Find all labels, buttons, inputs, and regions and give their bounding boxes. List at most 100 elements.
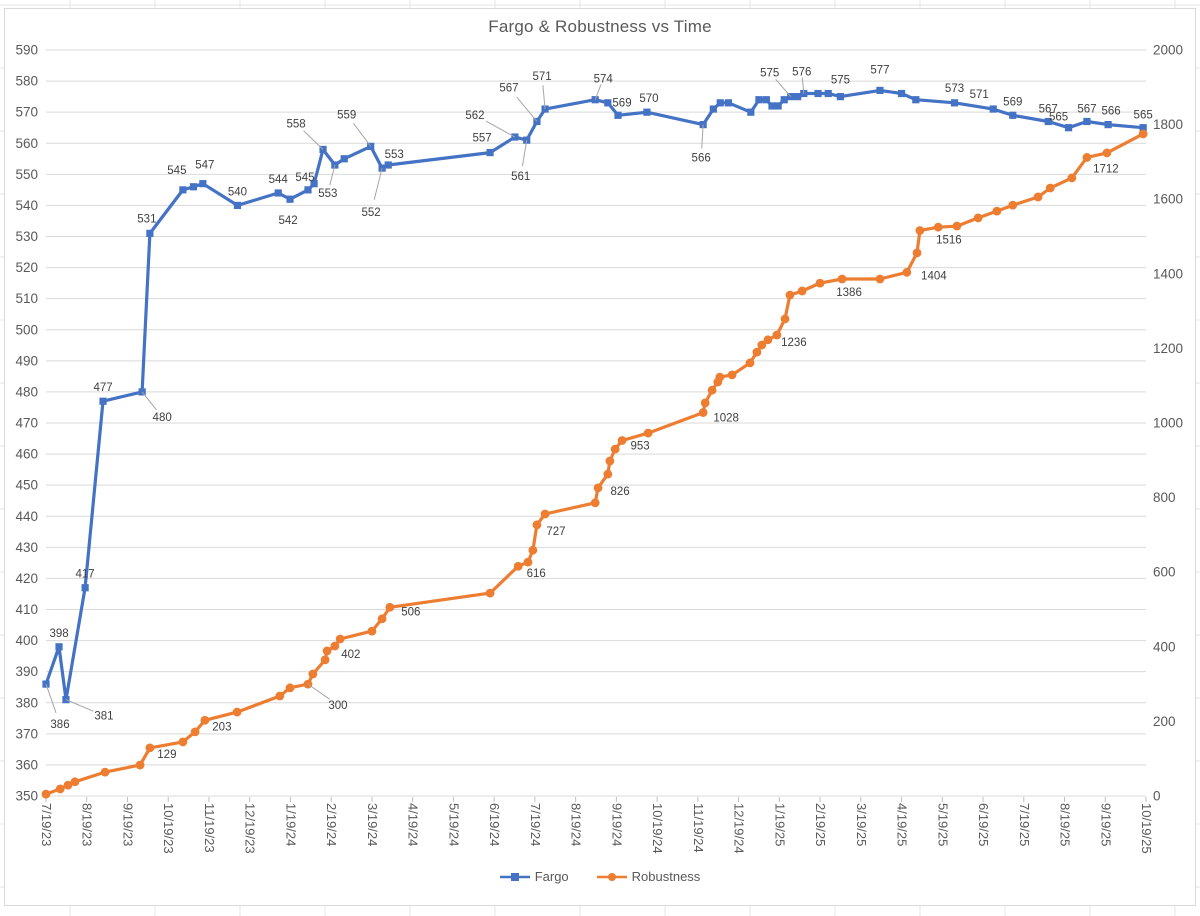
svg-text:1400: 1400 bbox=[1153, 266, 1183, 281]
svg-text:557: 557 bbox=[472, 133, 491, 145]
svg-text:10/19/25: 10/19/25 bbox=[1139, 803, 1154, 854]
svg-text:4/19/25: 4/19/25 bbox=[895, 803, 910, 846]
markers-fargo bbox=[42, 86, 1147, 704]
svg-text:547: 547 bbox=[195, 160, 214, 172]
svg-text:1712: 1712 bbox=[1093, 163, 1119, 175]
svg-text:129: 129 bbox=[157, 749, 176, 761]
svg-text:553: 553 bbox=[385, 149, 404, 161]
svg-text:417: 417 bbox=[76, 569, 95, 581]
svg-text:0: 0 bbox=[1153, 789, 1161, 804]
svg-text:500: 500 bbox=[15, 322, 38, 337]
svg-text:1516: 1516 bbox=[936, 235, 962, 247]
series-fargo[interactable] bbox=[42, 86, 1147, 704]
svg-text:1000: 1000 bbox=[1153, 416, 1183, 431]
svg-text:480: 480 bbox=[15, 384, 38, 399]
svg-text:600: 600 bbox=[1153, 565, 1176, 580]
svg-text:569: 569 bbox=[1003, 96, 1022, 108]
svg-text:575: 575 bbox=[760, 68, 779, 80]
svg-text:727: 727 bbox=[546, 526, 565, 538]
svg-text:440: 440 bbox=[15, 509, 38, 524]
svg-text:550: 550 bbox=[15, 167, 38, 182]
legend-label: Fargo bbox=[534, 869, 569, 884]
svg-text:12/19/23: 12/19/23 bbox=[243, 803, 258, 854]
chart-area[interactable] bbox=[4, 8, 1196, 906]
svg-text:542: 542 bbox=[278, 215, 297, 227]
svg-text:11/19/23: 11/19/23 bbox=[202, 803, 217, 853]
svg-text:7/19/23: 7/19/23 bbox=[39, 803, 54, 846]
svg-text:800: 800 bbox=[1153, 490, 1176, 505]
svg-text:531: 531 bbox=[137, 213, 156, 225]
svg-text:540: 540 bbox=[228, 186, 247, 198]
svg-text:1800: 1800 bbox=[1153, 117, 1183, 132]
svg-text:300: 300 bbox=[328, 700, 347, 712]
svg-text:540: 540 bbox=[15, 198, 38, 213]
svg-text:558: 558 bbox=[286, 118, 305, 130]
svg-text:545: 545 bbox=[295, 172, 314, 184]
data-labels-robustness: 129 203 300 402 506 616 727 826 953 1028 1236 1386 1… bbox=[157, 163, 1118, 760]
svg-text:9/19/23: 9/19/23 bbox=[120, 803, 135, 846]
svg-text:12/19/24: 12/19/24 bbox=[732, 803, 747, 854]
legend-item-robustness[interactable]: Robustness bbox=[596, 869, 700, 884]
svg-text:1200: 1200 bbox=[1153, 341, 1183, 356]
svg-text:569: 569 bbox=[612, 97, 631, 109]
svg-text:360: 360 bbox=[15, 757, 38, 772]
data-labels-fargo: 386 398 381 417 477 480 531 545 547 540 544 542 545 5… bbox=[45, 64, 1153, 731]
svg-text:565: 565 bbox=[1049, 112, 1068, 124]
svg-text:567: 567 bbox=[499, 82, 518, 94]
svg-text:10/19/24: 10/19/24 bbox=[650, 803, 665, 854]
svg-text:410: 410 bbox=[15, 602, 38, 617]
svg-text:402: 402 bbox=[341, 649, 360, 661]
svg-text:7/19/25: 7/19/25 bbox=[1017, 803, 1032, 846]
y-axis-left: 350 360 370 380 390 400 410 420 430 440 450 460 470 4… bbox=[15, 43, 38, 804]
svg-text:398: 398 bbox=[49, 628, 68, 640]
svg-text:1/19/25: 1/19/25 bbox=[772, 803, 787, 846]
x-axis: 7/19/23 8/19/23 9/19/23 10/19/23 11/19/23 12/… bbox=[39, 797, 1154, 854]
svg-text:953: 953 bbox=[630, 441, 649, 453]
svg-text:826: 826 bbox=[610, 486, 629, 498]
svg-text:570: 570 bbox=[15, 105, 38, 120]
svg-text:380: 380 bbox=[15, 695, 38, 710]
svg-text:1028: 1028 bbox=[713, 413, 739, 425]
chart-title[interactable]: Fargo & Robustness vs Time bbox=[488, 17, 712, 36]
svg-text:1386: 1386 bbox=[836, 287, 862, 299]
svg-text:390: 390 bbox=[15, 664, 38, 679]
svg-text:570: 570 bbox=[639, 93, 658, 105]
markers-robustness bbox=[41, 129, 1148, 799]
svg-text:545: 545 bbox=[167, 165, 186, 177]
svg-text:490: 490 bbox=[15, 353, 38, 368]
svg-text:200: 200 bbox=[1153, 714, 1176, 729]
svg-text:577: 577 bbox=[870, 64, 889, 76]
svg-text:480: 480 bbox=[153, 412, 172, 424]
svg-text:8/19/25: 8/19/25 bbox=[1058, 803, 1073, 846]
svg-text:7/19/24: 7/19/24 bbox=[528, 803, 543, 846]
svg-text:5/19/25: 5/19/25 bbox=[935, 803, 950, 846]
svg-text:2/19/25: 2/19/25 bbox=[813, 803, 828, 846]
svg-text:520: 520 bbox=[15, 260, 38, 275]
svg-text:8/19/24: 8/19/24 bbox=[569, 803, 584, 846]
svg-text:460: 460 bbox=[15, 447, 38, 462]
svg-text:381: 381 bbox=[94, 711, 113, 723]
series-robustness[interactable] bbox=[41, 129, 1148, 799]
svg-text:5/19/24: 5/19/24 bbox=[446, 803, 461, 846]
svg-text:565: 565 bbox=[1134, 110, 1153, 122]
svg-text:530: 530 bbox=[15, 229, 38, 244]
svg-text:430: 430 bbox=[15, 540, 38, 555]
svg-text:6/19/25: 6/19/25 bbox=[976, 803, 991, 846]
svg-text:1600: 1600 bbox=[1153, 192, 1183, 207]
legend-item-fargo[interactable]: Fargo bbox=[499, 869, 569, 884]
svg-text:370: 370 bbox=[15, 726, 38, 741]
svg-text:420: 420 bbox=[15, 571, 38, 586]
chart-legend: Fargo Robustness bbox=[0, 869, 1200, 884]
svg-text:1/19/24: 1/19/24 bbox=[283, 803, 298, 846]
svg-text:567: 567 bbox=[1077, 103, 1096, 115]
svg-text:562: 562 bbox=[465, 110, 484, 122]
gridlines bbox=[46, 49, 1146, 797]
svg-text:575: 575 bbox=[831, 75, 850, 87]
svg-text:571: 571 bbox=[532, 71, 551, 83]
svg-text:566: 566 bbox=[1102, 106, 1121, 118]
legend-swatch-square bbox=[499, 872, 530, 881]
svg-text:9/19/24: 9/19/24 bbox=[609, 803, 624, 846]
svg-text:510: 510 bbox=[15, 291, 38, 306]
